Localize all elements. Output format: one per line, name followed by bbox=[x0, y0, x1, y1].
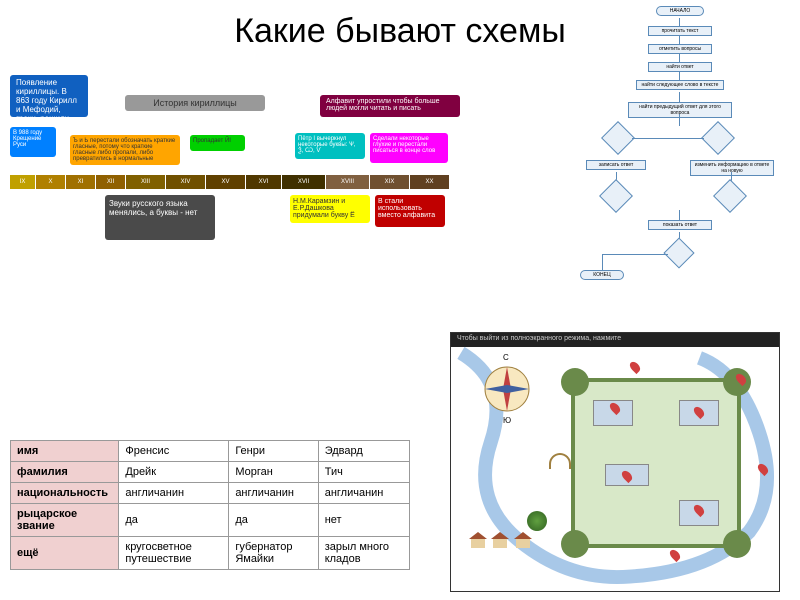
table-cell: Френсис bbox=[119, 441, 229, 462]
fc-decision bbox=[713, 179, 747, 213]
fc-decision bbox=[663, 237, 694, 268]
fc-step: отметить вопросы bbox=[648, 44, 712, 54]
gate-icon bbox=[549, 453, 571, 469]
row-header: фамилия bbox=[11, 462, 119, 483]
tower bbox=[561, 530, 589, 558]
tree-icon bbox=[527, 511, 547, 531]
timeline-segment: XVIII bbox=[326, 175, 370, 189]
timeline-segment: XV bbox=[206, 175, 246, 189]
timeline-header-3: Алфавит упростили чтобы больше людей мог… bbox=[320, 95, 460, 117]
row-header: рыцарское звание bbox=[11, 504, 119, 537]
table-cell: Эдвард bbox=[318, 441, 409, 462]
timeline-segment: XVI bbox=[246, 175, 282, 189]
table-cell: зарыл много кладов bbox=[318, 537, 409, 570]
fc-step: прочитать текст bbox=[648, 26, 712, 36]
timeline-header-1: Появление кириллицы. В 863 году Кирилл и… bbox=[10, 75, 88, 117]
timeline-header-2: История кириллицы bbox=[125, 95, 265, 111]
table-cell: Генри bbox=[229, 441, 318, 462]
fc-step: записать ответ bbox=[586, 160, 646, 170]
timeline-segment: X bbox=[36, 175, 66, 189]
timeline-diagram: Появление кириллицы. В 863 году Кирилл и… bbox=[10, 75, 520, 290]
row-header: ещё bbox=[11, 537, 119, 570]
table-cell: губернатор Ямайки bbox=[229, 537, 318, 570]
compass-icon: С Ю bbox=[481, 363, 533, 415]
map-diagram: Чтобы выйти из полноэкранного режима, на… bbox=[450, 332, 780, 592]
table-cell: англичанин bbox=[229, 483, 318, 504]
callout-yi: Пропадает ЙI bbox=[190, 135, 245, 151]
callout-silent: Сделали некоторые глухие и перестали пис… bbox=[370, 133, 448, 163]
calldown-yo: Н.М.Карамзин и Е.Р.Дашкова придумали бук… bbox=[290, 195, 370, 223]
houses bbox=[469, 528, 532, 553]
tower bbox=[723, 530, 751, 558]
table-cell: кругосветное путешествие bbox=[119, 537, 229, 570]
fc-start: НАЧАЛО bbox=[656, 6, 704, 16]
fc-decision bbox=[599, 179, 633, 213]
callout-vowels: Ъ и Ь перестали обозначать краткие гласн… bbox=[70, 135, 180, 165]
fc-decision bbox=[601, 121, 635, 155]
table-cell: Тич bbox=[318, 462, 409, 483]
fort bbox=[571, 378, 741, 548]
tower bbox=[723, 368, 751, 396]
row-header: имя bbox=[11, 441, 119, 462]
compass-s: Ю bbox=[503, 416, 511, 425]
table-cell: англичанин bbox=[119, 483, 229, 504]
calldown-alphabet: В стали использовать вместо алфавита bbox=[375, 195, 445, 227]
fc-step: изменить информацию в ответе на новую bbox=[690, 160, 774, 176]
table-cell: Дрейк bbox=[119, 462, 229, 483]
table-cell: да bbox=[229, 504, 318, 537]
fc-step: найти предыдущий ответ для этого вопроса bbox=[628, 102, 732, 118]
fc-decision bbox=[701, 121, 735, 155]
timeline-segment: XI bbox=[66, 175, 96, 189]
row-header: национальность bbox=[11, 483, 119, 504]
compass-n: С bbox=[503, 353, 509, 362]
flowchart-diagram: НАЧАЛО прочитать текст отметить вопросы … bbox=[556, 4, 796, 284]
data-table: имяФренсисГенриЭдвард фамилияДрейкМорганТ… bbox=[10, 440, 410, 570]
callout-peter: Пётр I вычеркнул некоторые буквы: Ѱ, Ѯ, … bbox=[295, 133, 365, 159]
timeline-axis: IXXXIXIIXIIIXIVXVXVIXVIIXVIIIXIXXX bbox=[10, 175, 510, 189]
timeline-segment: XIV bbox=[166, 175, 206, 189]
timeline-segment: XIII bbox=[126, 175, 166, 189]
table-cell: англичанин bbox=[318, 483, 409, 504]
callout-988: В 988 году Крещение Руси bbox=[10, 127, 56, 157]
table-cell: Морган bbox=[229, 462, 318, 483]
timeline-segment: XII bbox=[96, 175, 126, 189]
table-cell: да bbox=[119, 504, 229, 537]
table-cell: нет bbox=[318, 504, 409, 537]
fc-step: найти следующее слово в тексте bbox=[636, 80, 724, 90]
tower bbox=[561, 368, 589, 396]
timeline-segment: XIX bbox=[370, 175, 410, 189]
fc-step: показать ответ bbox=[648, 220, 712, 230]
timeline-segment: XVII bbox=[282, 175, 326, 189]
timeline-segment: XX bbox=[410, 175, 450, 189]
timeline-segment: IX bbox=[10, 175, 36, 189]
fc-step: найти ответ bbox=[648, 62, 712, 72]
calldown-sounds: Звуки русского языка менялись, а буквы -… bbox=[105, 195, 215, 240]
fc-end: КОНЕЦ bbox=[580, 270, 624, 280]
